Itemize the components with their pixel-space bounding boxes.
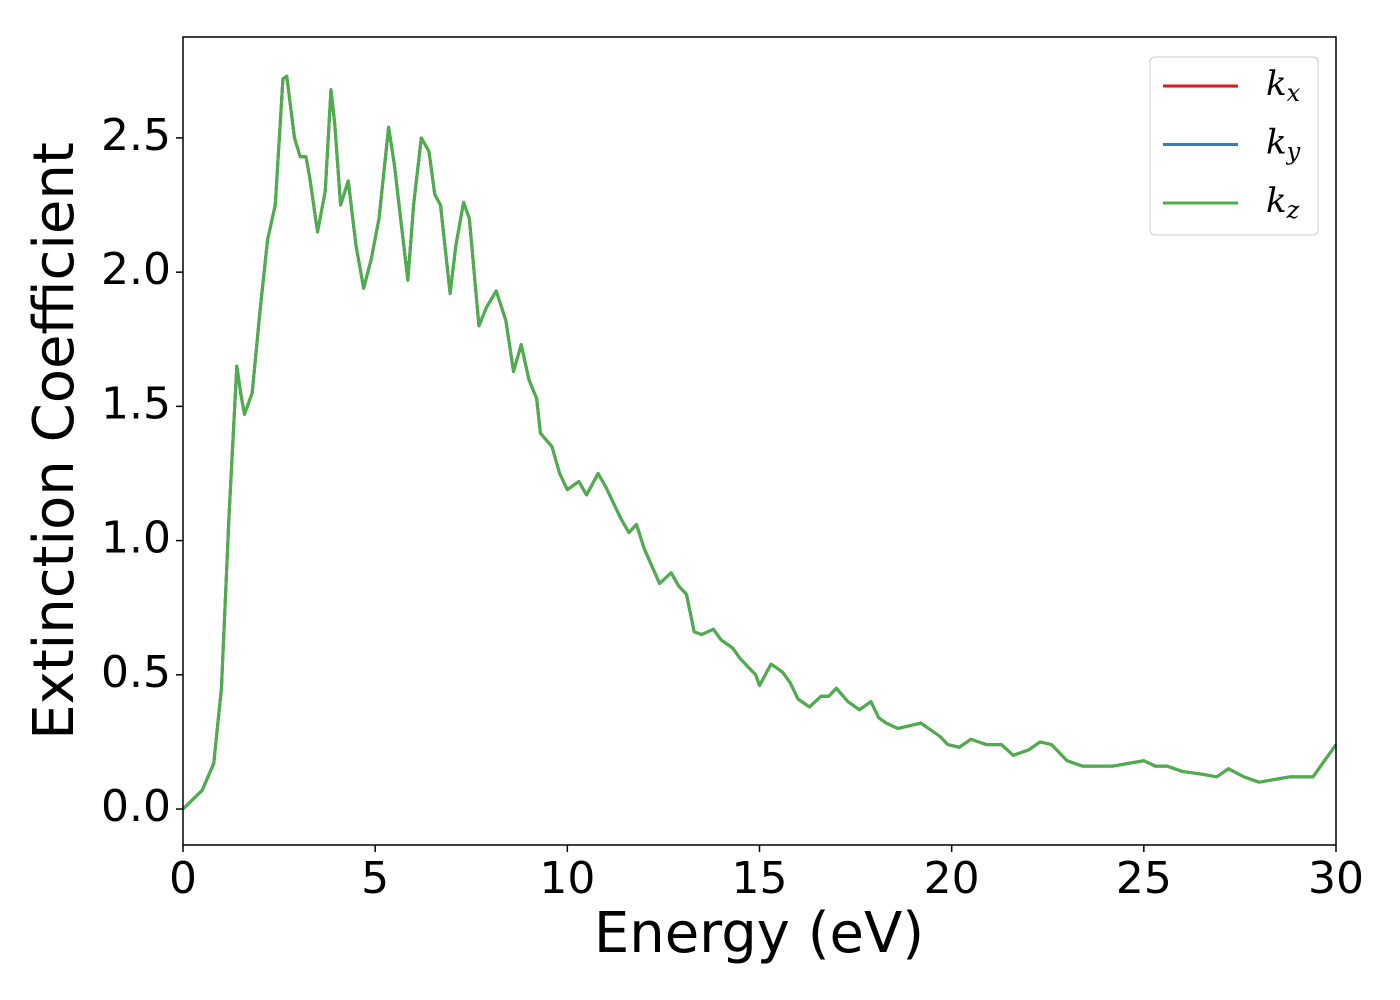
- y-tick-label: 1.0: [101, 513, 171, 564]
- y-tick-label: 0.0: [101, 781, 171, 832]
- y-tick-label: 2.0: [101, 244, 171, 295]
- x-tick-label: 0: [169, 853, 197, 904]
- plot-frame: [182, 36, 1337, 846]
- x-axis-label: Energy (eV): [594, 901, 924, 966]
- y-axis-label: Extinction Coefficient: [22, 142, 87, 740]
- y-tick-label: 1.5: [101, 378, 171, 429]
- x-tick-label: 5: [361, 853, 389, 904]
- x-tick-label: 25: [1116, 853, 1172, 904]
- x-tick-label: 30: [1308, 853, 1364, 904]
- x-tick-label: 15: [732, 853, 788, 904]
- data-line: [181, 74, 1338, 811]
- y-tick-label: 2.5: [101, 110, 171, 161]
- y-tick-label: 0.5: [101, 647, 171, 698]
- x-tick-label: 10: [539, 853, 595, 904]
- x-tick-label: 20: [924, 853, 980, 904]
